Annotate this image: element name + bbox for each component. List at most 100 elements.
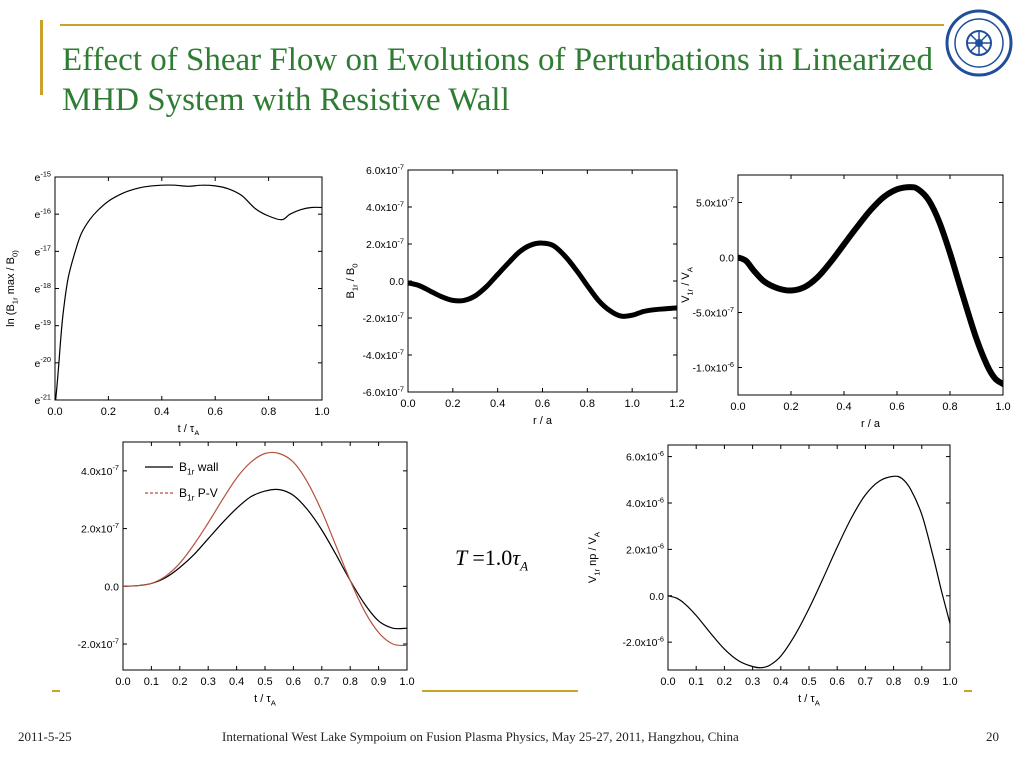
chart-2-frame [737,174,1004,396]
y-tick-label: e-17 [35,244,51,259]
y-axis-label: B1r / B0 [345,264,359,299]
y-tick-label: 2.0x10-6 [626,542,664,557]
x-tick-label: 0.4 [490,398,505,410]
x-tick-label: 1.0 [942,676,957,688]
formula-lhs: T [455,545,467,570]
x-tick-label: 0.3 [745,676,760,688]
y-axis-label: V1r np / VA [587,531,601,583]
chart-0-series-0-line [55,184,322,400]
chart-0-svg: 0.0 0.2 0.4 0.6 0.8 1.0 e-15 e-16 e-17 e-18 e-19 e-… [5,169,330,435]
x-tick-label: 0.1 [144,676,159,688]
x-tick-label: 0.2 [445,398,460,410]
chart-2-series-0-line [738,184,1003,387]
footer-conference: International West Lake Sympoium on Fusi… [222,729,739,744]
footer-date: 2011-5-25 [18,729,72,744]
slide-title: Effect of Shear Flow on Evolutions of Pe… [62,42,933,118]
x-tick-label: 0.6 [286,676,301,688]
decor-rule-right [964,690,972,692]
y-axis-label: ln (B1r max / B0) [5,250,19,327]
chart-1-frame [407,169,678,393]
plot-b1r-wall-vs-pv: 0.0 0.1 0.2 0.3 0.4 0.5 0.6 0.7 0.8 0.9 1.0 4.0x10-… [55,440,420,725]
chart-1-svg: 0.0 0.2 0.4 0.6 0.8 1.0 1.2 6.0x10-7 4.0x10-7 2.0… [345,162,685,427]
y-tick-label: -2.0x10-7 [77,636,119,651]
footer-page-number: 20 [986,729,999,744]
x-tick-label: 0.0 [730,401,745,413]
y-tick-label: 4.0x10-7 [366,199,404,214]
x-tick-label: 0.4 [229,676,244,688]
x-tick-label: 1.0 [314,406,329,418]
decor-rule-middle [422,690,578,692]
y-tick-label: e-16 [35,206,51,221]
y-tick-label: 4.0x10-7 [81,463,119,478]
x-tick-label: 0.6 [535,398,550,410]
x-tick-label: 0.0 [660,676,675,688]
title-accent-bar [40,20,43,95]
x-tick-label: 0.7 [314,676,329,688]
y-tick-label: 4.0x10-6 [626,495,664,510]
y-tick-label: 0.0 [389,276,404,288]
x-tick-label: 0.1 [689,676,704,688]
y-tick-label: 2.0x10-7 [366,236,404,251]
chart-3-series-0-line [123,488,407,630]
y-tick-label: e-19 [35,318,51,333]
chart-0-frame [54,176,323,401]
x-tick-label: 0.0 [115,676,130,688]
x-tick-label: 0.2 [172,676,187,688]
y-tick-label: -1.0x10-6 [692,360,734,375]
chart-3-frame [122,441,408,671]
legend-label-1: B1r P-V [179,486,218,503]
y-tick-label: e-15 [35,169,51,184]
y-tick-label: e-18 [35,281,51,296]
chart-3-series-1-line [123,451,407,647]
y-tick-label: 2.0x10-7 [81,521,119,536]
x-tick-label: 0.6 [889,401,904,413]
y-tick-label: -2.0x10-7 [362,310,404,325]
formula-eq: =1.0 [472,545,513,570]
y-axis-label-group: V1r / VA [680,266,694,303]
x-tick-label: 0.8 [343,676,358,688]
x-tick-label: 0.4 [773,676,788,688]
y-tick-label: 6.0x10-6 [626,449,664,464]
chart-4-series-0-line [668,475,950,669]
chart-4-frame [667,444,951,671]
plot-v1r-np-evolution: 0.0 0.1 0.2 0.3 0.4 0.5 0.6 0.7 0.8 0.9 1.0 6.0x10-… [578,440,978,725]
x-tick-label: 0.6 [208,406,223,418]
x-tick-label: 0.4 [154,406,169,418]
x-tick-label: 0.3 [201,676,216,688]
y-axis-label: V1r / VA [680,266,694,303]
y-tick-label: 5.0x10-7 [696,195,734,210]
plot-v1r-profile: 0.0 0.2 0.4 0.6 0.8 1.0 5.0x10-7 0.0 -5.0x10-7 -1… [675,165,1020,430]
x-tick-label: 1.0 [995,401,1010,413]
y-axis-label-group: B1r / B0 [345,264,359,299]
x-tick-label: 0.2 [717,676,732,688]
y-tick-label: e-20 [35,355,51,370]
plot-b1r-profile: 0.0 0.2 0.4 0.6 0.8 1.0 1.2 6.0x10-7 4.0x10-7 2.0… [340,160,685,435]
y-tick-label: 6.0x10-7 [366,162,404,177]
legend-label-0: B1r wall [179,460,218,477]
formula-tau: τ [512,545,521,570]
y-tick-label: -4.0x10-7 [362,347,404,362]
y-axis-label-group: V1r np / VA [587,531,601,583]
y-tick-label: 0.0 [649,591,664,603]
x-axis-label: t / τA [178,423,201,435]
plot-b1r-max-growth: 0.0 0.2 0.4 0.6 0.8 1.0 e-15 e-16 e-17 e-18 e-19 e-… [0,160,340,435]
x-tick-label: 1.2 [669,398,684,410]
x-tick-label: 0.4 [836,401,851,413]
x-tick-label: 1.0 [399,676,414,688]
decor-rule-left [52,690,60,692]
y-tick-label: 0.0 [104,581,119,593]
x-tick-label: 0.2 [101,406,116,418]
formula-sub: A [520,558,529,574]
x-tick-label: 0.9 [914,676,929,688]
x-tick-label: 0.0 [400,398,415,410]
x-tick-label: 0.9 [371,676,386,688]
title-top-rule [60,24,944,26]
x-tick-label: 0.5 [801,676,816,688]
y-tick-label: -5.0x10-7 [692,305,734,320]
university-seal-icon [944,8,1014,78]
x-tick-label: 0.0 [47,406,62,418]
y-tick-label: -6.0x10-7 [362,384,404,399]
x-tick-label: 0.7 [858,676,873,688]
x-tick-label: 0.8 [580,398,595,410]
y-tick-label: -2.0x10-6 [622,634,664,649]
